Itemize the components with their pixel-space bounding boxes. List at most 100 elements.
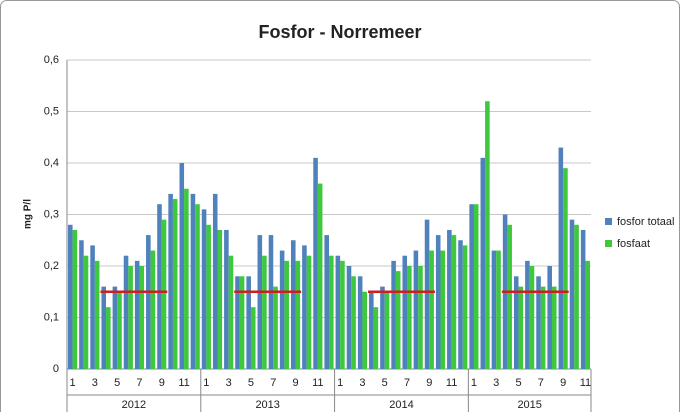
bar xyxy=(340,260,345,369)
x-tick-label: 1 xyxy=(337,377,343,389)
group-label: 2012 xyxy=(122,399,146,411)
y-tick-label: 0,6 xyxy=(44,54,59,66)
bar xyxy=(228,255,234,369)
bar xyxy=(206,224,211,369)
bar xyxy=(128,266,133,369)
x-tick-label: 1 xyxy=(203,377,209,389)
bar xyxy=(161,219,167,369)
bar xyxy=(146,235,151,369)
bar xyxy=(418,266,423,369)
bar xyxy=(335,255,341,369)
bar xyxy=(357,276,363,369)
x-tick-label: 11 xyxy=(580,377,591,389)
x-tick-label: 5 xyxy=(515,377,521,389)
bar xyxy=(90,245,95,369)
y-tick-label: 0,2 xyxy=(44,260,59,272)
group-label: 2013 xyxy=(255,399,279,411)
bar xyxy=(184,188,189,369)
x-tick-label: 5 xyxy=(248,377,254,389)
x-tick-label: 9 xyxy=(426,377,432,389)
x-tick-label: 9 xyxy=(560,377,566,389)
bar xyxy=(224,229,229,369)
bar xyxy=(507,224,512,369)
y-tick-label: 0,3 xyxy=(44,208,59,220)
bar xyxy=(362,291,368,369)
bar xyxy=(440,250,446,369)
bar xyxy=(329,255,334,369)
bar xyxy=(547,266,552,369)
y-axis-label: mg P/l xyxy=(23,199,34,229)
bar xyxy=(317,183,323,369)
bar xyxy=(290,240,296,369)
bar xyxy=(72,229,78,369)
bar xyxy=(369,291,374,369)
x-tick-label: 3 xyxy=(359,377,365,389)
x-tick-label: 7 xyxy=(136,377,142,389)
bar xyxy=(458,240,463,369)
bar xyxy=(246,276,251,369)
x-tick-label: 7 xyxy=(538,377,544,389)
bar xyxy=(201,209,207,369)
bar xyxy=(117,291,122,369)
bar xyxy=(257,235,263,369)
bar xyxy=(168,193,173,369)
bar xyxy=(112,286,118,369)
bar xyxy=(262,255,267,369)
bar xyxy=(179,163,185,369)
bar xyxy=(123,255,129,369)
bar xyxy=(295,260,301,369)
bar xyxy=(134,260,140,369)
bar xyxy=(101,286,107,369)
bar xyxy=(217,229,223,369)
group-label: 2015 xyxy=(517,399,541,411)
bar xyxy=(525,260,530,369)
x-tick-label: 11 xyxy=(446,377,457,389)
legend-label: fosfaat xyxy=(617,238,650,250)
bar xyxy=(569,219,575,369)
bar xyxy=(413,250,419,369)
x-tick-label: 1 xyxy=(471,377,477,389)
bar xyxy=(518,286,524,369)
x-tick-label: 3 xyxy=(493,377,499,389)
bar xyxy=(157,204,162,369)
group-label: 2014 xyxy=(389,399,413,411)
bar xyxy=(395,271,401,369)
x-tick-label: 3 xyxy=(92,377,98,389)
bar xyxy=(462,245,468,369)
x-tick-label: 9 xyxy=(159,377,165,389)
bar xyxy=(529,266,535,369)
bar xyxy=(235,276,240,369)
bar xyxy=(273,286,278,369)
bar xyxy=(402,255,408,369)
bar xyxy=(324,235,329,369)
chart-title: Fosfor - Norremeer xyxy=(258,22,421,42)
bar xyxy=(195,204,200,369)
bar xyxy=(558,147,564,369)
bar xyxy=(68,224,73,369)
x-tick-label: 5 xyxy=(382,377,388,389)
bar xyxy=(212,193,218,369)
x-tick-label: 9 xyxy=(292,377,298,389)
bar xyxy=(239,276,245,369)
bar xyxy=(380,286,385,369)
bar xyxy=(480,157,486,369)
bar xyxy=(384,291,390,369)
bar xyxy=(83,255,89,369)
x-tick-label: 11 xyxy=(312,377,323,389)
bar xyxy=(150,250,156,369)
bar xyxy=(540,286,546,369)
bar xyxy=(79,240,84,369)
bar xyxy=(313,157,318,369)
bar xyxy=(574,224,579,369)
y-tick-label: 0,1 xyxy=(44,311,59,323)
bar xyxy=(424,219,430,369)
bar xyxy=(94,260,100,369)
bar xyxy=(279,250,285,369)
bar xyxy=(485,101,490,369)
y-tick-label: 0,4 xyxy=(44,157,59,169)
bar xyxy=(551,286,557,369)
bar xyxy=(391,260,396,369)
bar xyxy=(585,260,590,369)
x-tick-label: 3 xyxy=(226,377,232,389)
